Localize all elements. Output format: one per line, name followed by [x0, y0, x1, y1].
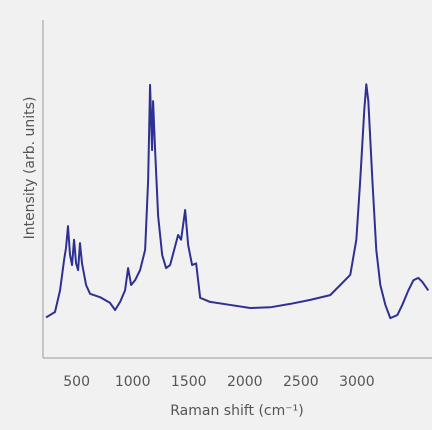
x-tick-label: 2500	[283, 374, 319, 390]
x-tick-label: 1000	[115, 374, 151, 390]
x-tick-label: 500	[63, 374, 90, 390]
x-tick-label: 3000	[339, 374, 375, 390]
x-tick-label: 2000	[227, 374, 263, 390]
spectrum-line	[45, 83, 430, 320]
y-axis-label: Intensity (arb. units)	[22, 97, 38, 240]
x-tick-label: 1500	[171, 374, 207, 390]
x-axis-label: Raman shift (cm⁻¹)	[170, 403, 303, 419]
